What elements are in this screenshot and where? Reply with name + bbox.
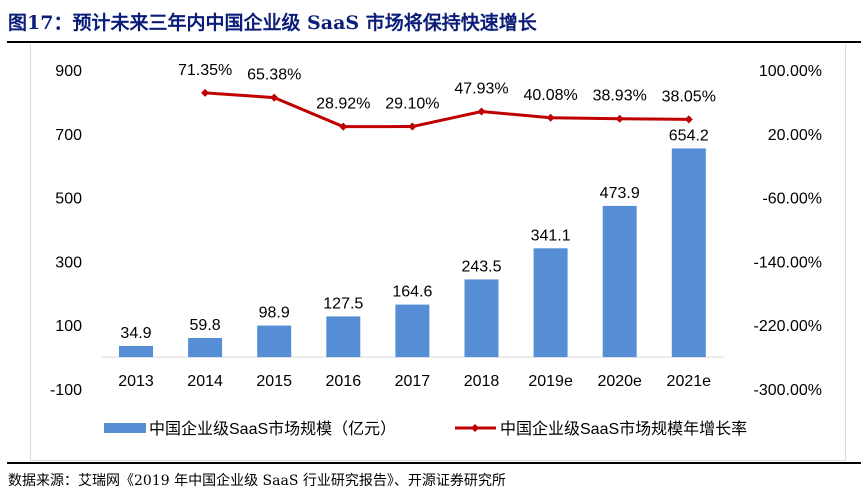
- growth-data-label: 29.10%: [385, 96, 439, 113]
- legend-line-label: 中国企业级SaaS市场规模年增长率: [500, 420, 747, 438]
- growth-marker: [477, 107, 486, 116]
- x-tick-label: 2014: [187, 373, 223, 390]
- growth-marker: [201, 88, 210, 97]
- right-tick-label: -60.00%: [762, 191, 822, 208]
- growth-data-label: 71.35%: [178, 62, 232, 79]
- growth-marker: [339, 122, 348, 131]
- growth-marker: [615, 114, 624, 123]
- x-tick-label: 2015: [256, 373, 292, 390]
- bar-data-label: 98.9: [259, 305, 290, 322]
- bar-data-label: 59.8: [190, 317, 221, 334]
- bar-data-label: 341.1: [531, 227, 571, 244]
- bar: [602, 205, 637, 358]
- left-tick-label: 500: [55, 191, 82, 208]
- bar: [395, 304, 430, 358]
- bar-data-label: 243.5: [461, 258, 501, 275]
- right-tick-label: 100.00%: [759, 63, 822, 80]
- chart: 900 700 500 300 100 -100 100.00% 20.00% -60.00% -…: [50, 62, 823, 438]
- bar: [326, 316, 361, 358]
- chart-frame: [30, 44, 846, 461]
- left-tick-label: 100: [55, 318, 82, 335]
- legend-bar-label: 中国企业级SaaS市场规模（亿元）: [149, 420, 396, 438]
- growth-data-label: 40.08%: [523, 87, 577, 104]
- title-rule: [7, 41, 861, 43]
- x-tick-label: 2018: [464, 373, 500, 390]
- growth-marker: [546, 113, 555, 122]
- growth-data-label: 38.93%: [593, 88, 647, 105]
- left-tick-label: 700: [55, 127, 82, 144]
- figure-title: 图17：预计未来三年内中国企业级 SaaS 市场将保持快速增长: [8, 12, 537, 34]
- legend-bar-swatch: [104, 423, 146, 433]
- source-note: 数据来源：艾瑞网《2019 年中国企业级 SaaS 行业研究报告》、开源证券研究…: [8, 473, 506, 489]
- right-tick-label: -300.00%: [754, 382, 823, 399]
- bar-data-label: 34.9: [120, 325, 151, 342]
- growth-data-label: 28.92%: [316, 96, 370, 113]
- bar-data-label: 164.6: [392, 284, 432, 301]
- growth-marker: [684, 115, 693, 124]
- x-tick-label: 2013: [118, 373, 154, 390]
- bar-data-label: 473.9: [600, 185, 640, 202]
- growth-line: [204, 91, 689, 129]
- bar: [119, 345, 153, 358]
- x-tick-label: 2016: [326, 373, 362, 390]
- growth-data-label: 38.05%: [662, 88, 716, 105]
- bar: [533, 248, 568, 358]
- source-rule: [7, 462, 861, 464]
- bar-data-label: 127.5: [323, 295, 363, 312]
- bar: [671, 148, 706, 358]
- left-tick-label: 300: [55, 254, 82, 271]
- bar: [464, 279, 499, 358]
- bar: [188, 338, 223, 358]
- legend-line-marker: [471, 424, 479, 432]
- growth-marker: [270, 93, 279, 102]
- bar-data-label: 654.2: [669, 127, 709, 144]
- right-tick-label: -140.00%: [754, 254, 823, 271]
- x-tick-label: 2020e: [597, 373, 642, 390]
- growth-data-label: 65.38%: [247, 67, 301, 84]
- left-tick-label: 900: [55, 63, 82, 80]
- x-tick-label: 2021e: [667, 373, 712, 390]
- x-tick-label: 2019e: [528, 373, 573, 390]
- growth-marker: [408, 122, 417, 131]
- growth-data-label: 47.93%: [454, 81, 508, 98]
- x-tick-label: 2017: [395, 373, 431, 390]
- right-tick-label: -220.00%: [754, 318, 823, 335]
- right-tick-label: 20.00%: [768, 127, 822, 144]
- bar: [257, 325, 292, 358]
- left-tick-label: -100: [50, 382, 82, 399]
